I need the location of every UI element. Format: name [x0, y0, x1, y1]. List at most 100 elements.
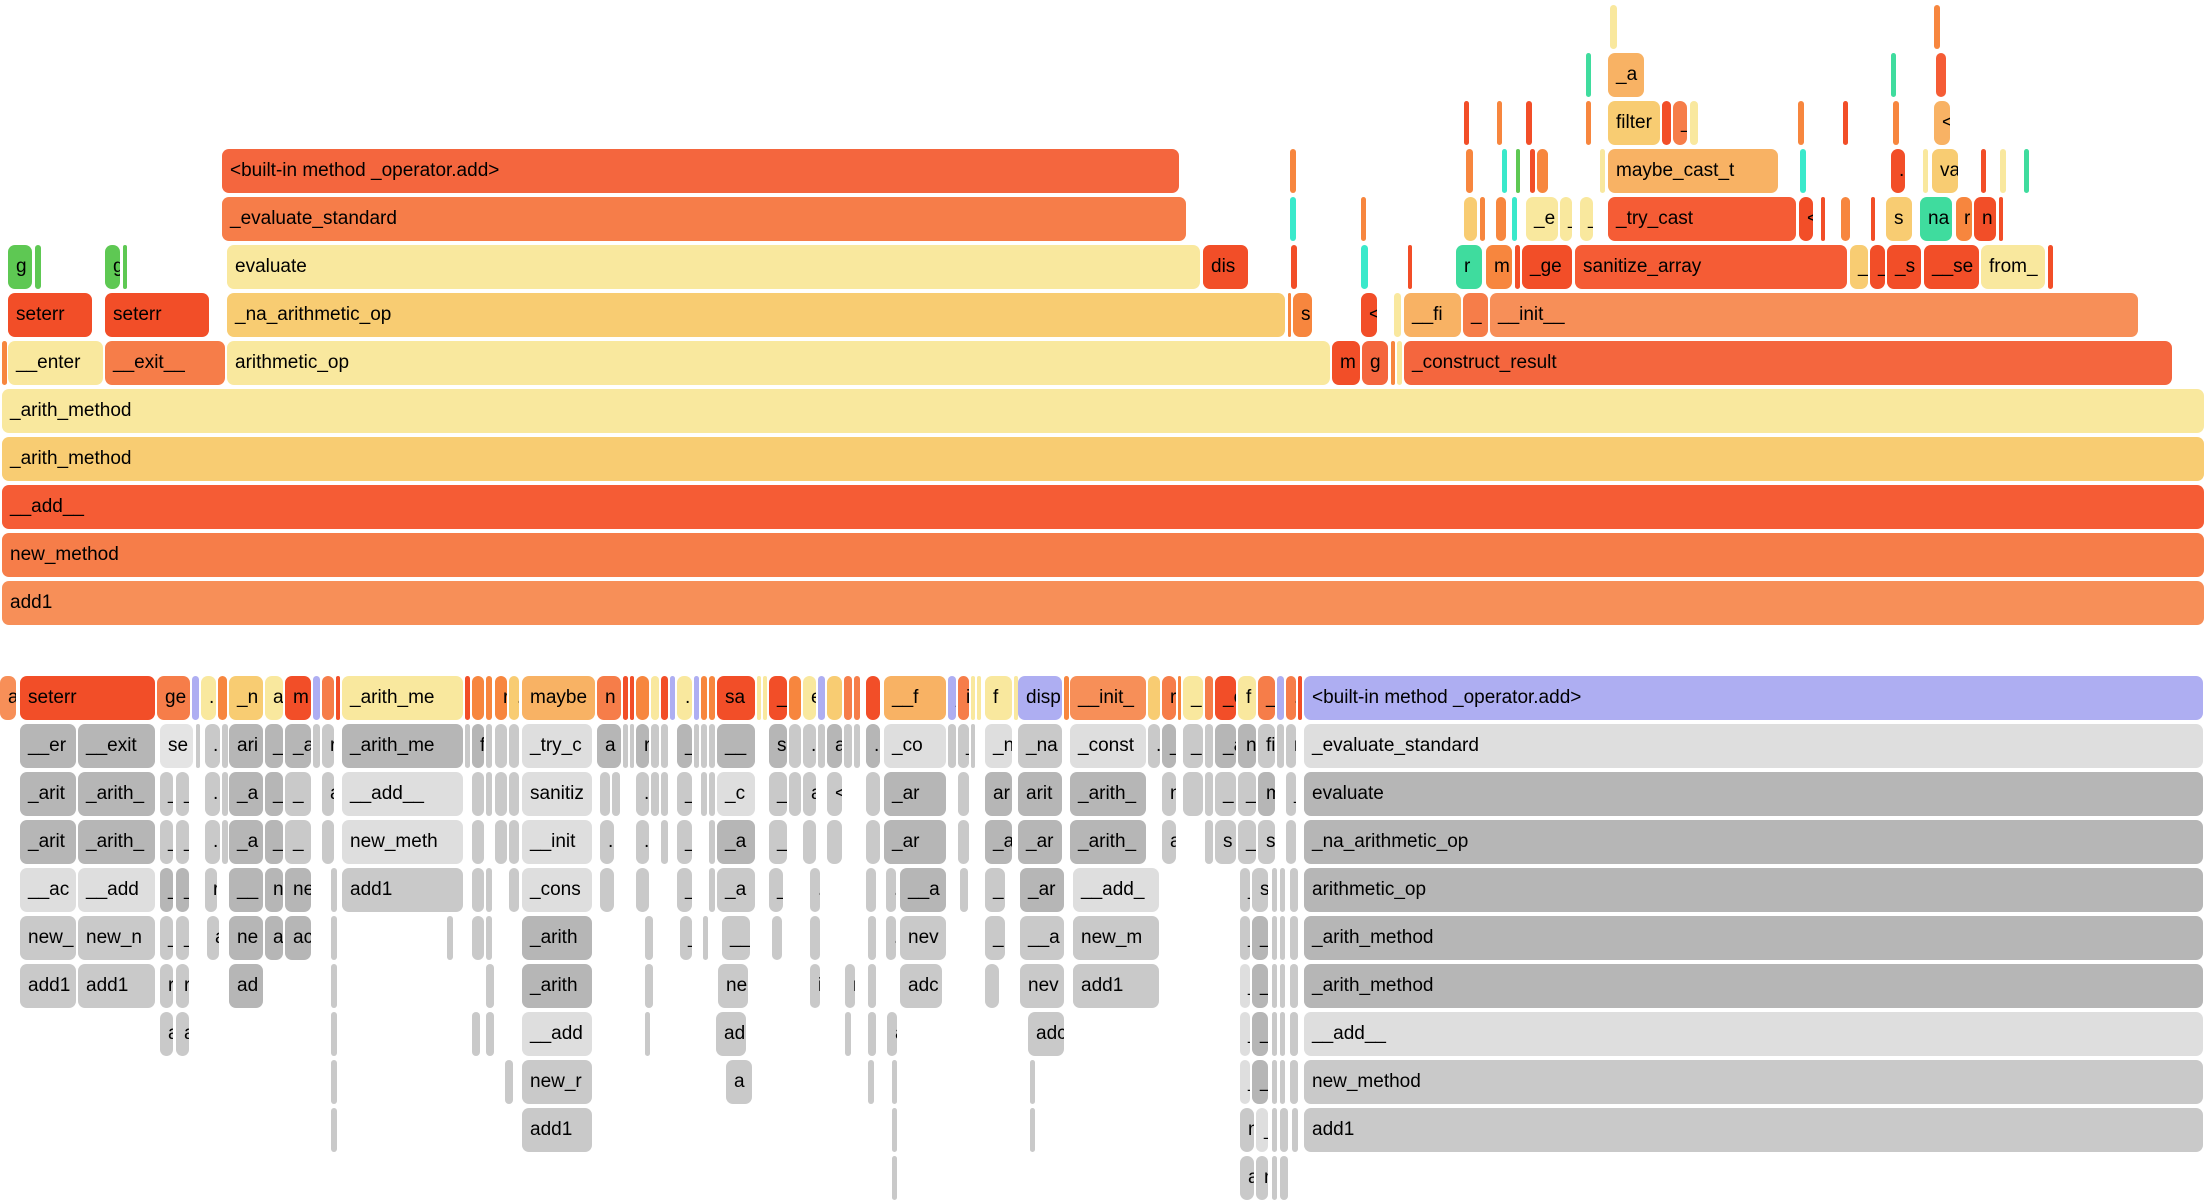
flame-frame[interactable]: [866, 772, 880, 816]
flame-frame[interactable]: m: [1332, 341, 1360, 385]
flame-frame[interactable]: [331, 868, 337, 912]
flame-frame[interactable]: [509, 868, 519, 912]
flame-frame[interactable]: [1610, 5, 1617, 49]
flame-frame[interactable]: [630, 676, 634, 720]
flame-frame[interactable]: _: [160, 820, 173, 864]
flame-frame[interactable]: [1496, 197, 1506, 241]
flame-frame[interactable]: r: [1162, 676, 1176, 720]
flame-frame[interactable]: [651, 772, 659, 816]
flame-frame[interactable]: _s: [1887, 245, 1921, 289]
flame-frame[interactable]: [313, 676, 320, 720]
flame-frame[interactable]: [844, 676, 852, 720]
flame-frame[interactable]: .: [1290, 964, 1298, 1008]
flame-frame[interactable]: .: [205, 772, 220, 816]
flame-frame[interactable]: s: [769, 724, 787, 768]
flame-frame[interactable]: .: [1286, 676, 1296, 720]
flame-frame[interactable]: _: [1240, 1060, 1250, 1104]
flame-frame[interactable]: [472, 676, 484, 720]
flame-frame[interactable]: a: [827, 724, 842, 768]
flame-frame[interactable]: a: [597, 724, 621, 768]
flame-frame[interactable]: new_r: [522, 1060, 592, 1104]
flame-frame[interactable]: [2024, 149, 2029, 193]
flame-frame[interactable]: new_n: [78, 916, 155, 960]
flame-frame[interactable]: [1891, 53, 1896, 97]
flame-frame[interactable]: <: [1934, 101, 1950, 145]
flame-frame[interactable]: add1: [522, 1108, 592, 1152]
flame-frame[interactable]: [1821, 197, 1825, 241]
flame-frame[interactable]: [1272, 916, 1277, 960]
flame-frame[interactable]: [772, 916, 782, 960]
flame-frame[interactable]: new_method: [2, 533, 2204, 577]
flame-frame[interactable]: _arith_: [78, 772, 155, 816]
flame-frame[interactable]: [322, 820, 334, 864]
flame-frame[interactable]: _co: [884, 724, 946, 768]
flame-frame[interactable]: [331, 964, 337, 1008]
flame-frame[interactable]: [1030, 1108, 1035, 1152]
flame-frame[interactable]: _: [265, 724, 283, 768]
flame-frame[interactable]: [486, 772, 492, 816]
flame-frame[interactable]: __exit__: [105, 341, 225, 385]
flame-frame[interactable]: [486, 916, 492, 960]
flame-frame[interactable]: .: [677, 676, 692, 720]
flame-frame[interactable]: _evaluate_standard: [222, 197, 1186, 241]
flame-frame[interactable]: .: [866, 724, 880, 768]
flame-frame[interactable]: _ar: [884, 772, 946, 816]
flame-frame[interactable]: [472, 772, 484, 816]
flame-frame[interactable]: __ac: [20, 868, 76, 912]
flame-frame[interactable]: [1843, 101, 1848, 145]
flame-frame[interactable]: [958, 820, 969, 864]
flame-frame[interactable]: f: [1238, 676, 1256, 720]
flame-frame[interactable]: [1397, 341, 1402, 385]
flame-frame[interactable]: _: [680, 916, 692, 960]
flame-frame[interactable]: _: [1252, 1060, 1268, 1104]
flame-frame[interactable]: s: [1258, 820, 1275, 864]
flame-frame[interactable]: __: [722, 916, 750, 960]
flame-frame[interactable]: _: [769, 772, 787, 816]
flame-frame[interactable]: ad: [716, 1012, 746, 1056]
flame-frame[interactable]: [636, 868, 649, 912]
flame-frame[interactable]: [1280, 1060, 1285, 1104]
flame-frame[interactable]: na: [1920, 197, 1952, 241]
flame-frame[interactable]: a: [803, 772, 816, 816]
flame-frame[interactable]: [222, 724, 228, 768]
flame-frame[interactable]: [509, 820, 519, 864]
flame-frame[interactable]: add1: [342, 868, 463, 912]
flame-frame[interactable]: _a: [717, 868, 755, 912]
flame-frame[interactable]: [1981, 149, 1986, 193]
flame-frame[interactable]: .: [1290, 1060, 1298, 1104]
flame-frame[interactable]: [971, 676, 975, 720]
flame-frame[interactable]: [818, 724, 825, 768]
flame-frame[interactable]: [472, 820, 484, 864]
flame-frame[interactable]: _e: [1526, 197, 1558, 241]
flame-frame[interactable]: add1: [20, 964, 76, 1008]
flame-frame[interactable]: new_m: [1073, 916, 1159, 960]
flame-frame[interactable]: .: [886, 916, 896, 960]
flame-frame[interactable]: [892, 1060, 897, 1104]
flame-frame[interactable]: seterr: [8, 293, 92, 337]
flame-frame[interactable]: r: [1956, 197, 1972, 241]
flame-frame[interactable]: [866, 820, 880, 864]
flame-frame[interactable]: _: [769, 820, 787, 864]
flame-frame[interactable]: [661, 676, 668, 720]
flame-frame[interactable]: [1600, 149, 1605, 193]
flame-frame[interactable]: __a: [900, 868, 946, 912]
flame-frame[interactable]: [1280, 916, 1285, 960]
flame-frame[interactable]: [701, 724, 707, 768]
flame-frame[interactable]: [1586, 53, 1591, 97]
flame-frame[interactable]: _: [1870, 245, 1885, 289]
flame-frame[interactable]: _: [769, 676, 787, 720]
flame-frame[interactable]: [2000, 149, 2006, 193]
flame-frame[interactable]: add1: [1073, 964, 1159, 1008]
flame-frame[interactable]: [1394, 293, 1401, 337]
flame-frame[interactable]: [763, 676, 767, 720]
flame-frame[interactable]: _const: [1070, 724, 1146, 768]
flame-frame[interactable]: _: [265, 820, 283, 864]
flame-frame[interactable]: [709, 820, 715, 864]
flame-frame[interactable]: .: [1290, 916, 1298, 960]
flame-frame[interactable]: __: [717, 724, 755, 768]
flame-frame[interactable]: _a: [1215, 724, 1236, 768]
flame-frame[interactable]: _: [677, 772, 692, 816]
flame-frame[interactable]: [123, 245, 127, 289]
flame-frame[interactable]: [495, 772, 507, 816]
flame-frame[interactable]: [1408, 245, 1412, 289]
